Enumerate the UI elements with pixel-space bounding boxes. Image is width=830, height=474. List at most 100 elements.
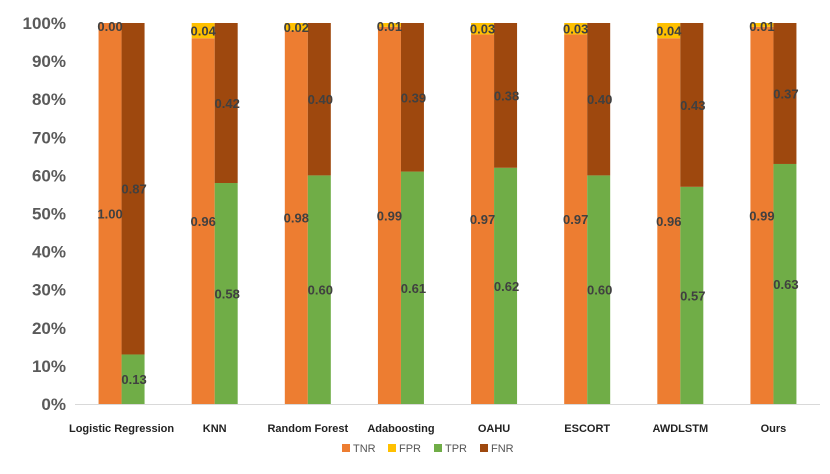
bar-segment <box>214 183 238 404</box>
bar-group <box>750 23 797 405</box>
data-label: 0.63 <box>773 277 798 292</box>
bar-segment <box>400 23 424 172</box>
bar-group <box>98 23 145 404</box>
data-label: 0.03 <box>563 22 588 37</box>
legend-item: FNR <box>480 443 514 455</box>
bar-segment <box>400 171 424 404</box>
bars <box>98 23 797 405</box>
data-label: 0.97 <box>563 212 588 227</box>
bar-segment <box>680 186 704 404</box>
bar-segment <box>773 163 797 404</box>
bar-segment <box>657 23 681 39</box>
legend-item: FPR <box>388 443 421 455</box>
bar-segment <box>377 23 401 27</box>
x-tick-label: Ours <box>761 423 787 435</box>
bar-segment <box>284 23 308 31</box>
bar-segment <box>191 23 215 39</box>
y-tick-label: 100% <box>23 14 66 33</box>
data-label: 0.39 <box>401 90 426 105</box>
bar-group <box>564 23 611 405</box>
y-tick-label: 50% <box>32 205 66 224</box>
y-tick-label: 70% <box>32 128 66 147</box>
legend-item: TPR <box>434 443 467 455</box>
y-tick-label: 40% <box>32 243 66 262</box>
data-label: 0.99 <box>377 208 402 223</box>
data-label: 0.97 <box>470 212 495 227</box>
data-label: 0.40 <box>587 92 612 107</box>
data-label: 0.13 <box>121 372 146 387</box>
data-label: 0.43 <box>680 98 705 113</box>
bar-segment <box>471 23 495 35</box>
bar-group <box>657 23 704 405</box>
bar-segment <box>121 354 145 404</box>
bar-group <box>471 23 518 405</box>
legend-swatch <box>434 444 442 452</box>
bar-segment <box>98 23 122 404</box>
x-tick-label: ESCORT <box>564 423 610 435</box>
data-label: 0.38 <box>494 88 519 103</box>
data-label: 0.99 <box>749 208 774 223</box>
bar-segment <box>657 38 681 405</box>
bar-group <box>191 23 238 405</box>
data-label: 0.40 <box>308 92 333 107</box>
y-axis: 0% 10% 20% 30% 40% 50% 60% 70% 80% 90% 100% <box>23 14 66 414</box>
data-label: 0.98 <box>284 210 309 225</box>
y-tick-label: 20% <box>32 319 66 338</box>
y-tick-label: 0% <box>41 395 66 414</box>
legend-label: FNR <box>491 443 514 455</box>
data-label: 0.60 <box>587 283 612 298</box>
data-label: 0.96 <box>656 214 681 229</box>
bar-segment <box>121 23 145 355</box>
bar-segment <box>587 23 611 176</box>
data-label: 0.87 <box>121 182 146 197</box>
data-label: 0.58 <box>215 287 240 302</box>
data-label: 0.37 <box>773 86 798 101</box>
data-label: 0.42 <box>215 96 240 111</box>
x-tick-label: KNN <box>203 423 227 435</box>
y-tick-label: 80% <box>32 90 66 109</box>
x-axis: Logistic Regression KNN Random Forest Adabo… <box>69 404 820 435</box>
data-label: 0.04 <box>656 24 682 39</box>
x-tick-label: Adaboosting <box>367 423 434 435</box>
bar-segment <box>377 26 401 405</box>
data-label: 0.04 <box>191 24 217 39</box>
bar-segment <box>307 175 331 404</box>
x-tick-label: Random Forest <box>267 423 348 435</box>
bar-segment <box>750 23 774 27</box>
bar-segment <box>471 34 495 405</box>
data-label: 0.62 <box>494 279 519 294</box>
bar-segment <box>214 23 238 184</box>
data-label: 1.00 <box>97 207 122 222</box>
x-tick-label: AWDLSTM <box>653 423 709 435</box>
legend-swatch <box>342 444 350 452</box>
data-label: 0.96 <box>191 214 216 229</box>
bar-segment <box>750 26 774 405</box>
legend-item: TNR <box>342 443 376 455</box>
legend-label: FPR <box>399 443 421 455</box>
legend-label: TNR <box>353 443 376 455</box>
data-label: 0.01 <box>749 19 774 34</box>
bar-segment <box>564 34 588 405</box>
legend-swatch <box>480 444 488 452</box>
y-tick-label: 30% <box>32 281 66 300</box>
data-label: 0.00 <box>97 19 122 34</box>
y-tick-label: 90% <box>32 52 66 71</box>
data-label: 0.02 <box>284 20 309 35</box>
data-label: 0.57 <box>680 288 705 303</box>
bar-segment <box>307 23 331 176</box>
x-tick-label: Logistic Regression <box>69 423 174 435</box>
x-tick-label: OAHU <box>478 423 510 435</box>
bar-segment <box>191 38 215 405</box>
data-label: 0.03 <box>470 22 495 37</box>
data-label: 0.60 <box>308 283 333 298</box>
bar-segment <box>494 23 518 168</box>
data-labels: 1.00 0.00 0.13 0.87 0.96 0.04 0.58 0.42 0.98 0.02… <box>97 19 798 387</box>
legend: TNR FPR TPR FNR <box>342 443 514 455</box>
bar-segment <box>680 23 704 187</box>
legend-swatch <box>388 444 396 452</box>
bar-group <box>377 23 424 405</box>
bar-segment <box>587 175 611 404</box>
bar-segment <box>564 23 588 35</box>
y-tick-label: 10% <box>32 357 66 376</box>
